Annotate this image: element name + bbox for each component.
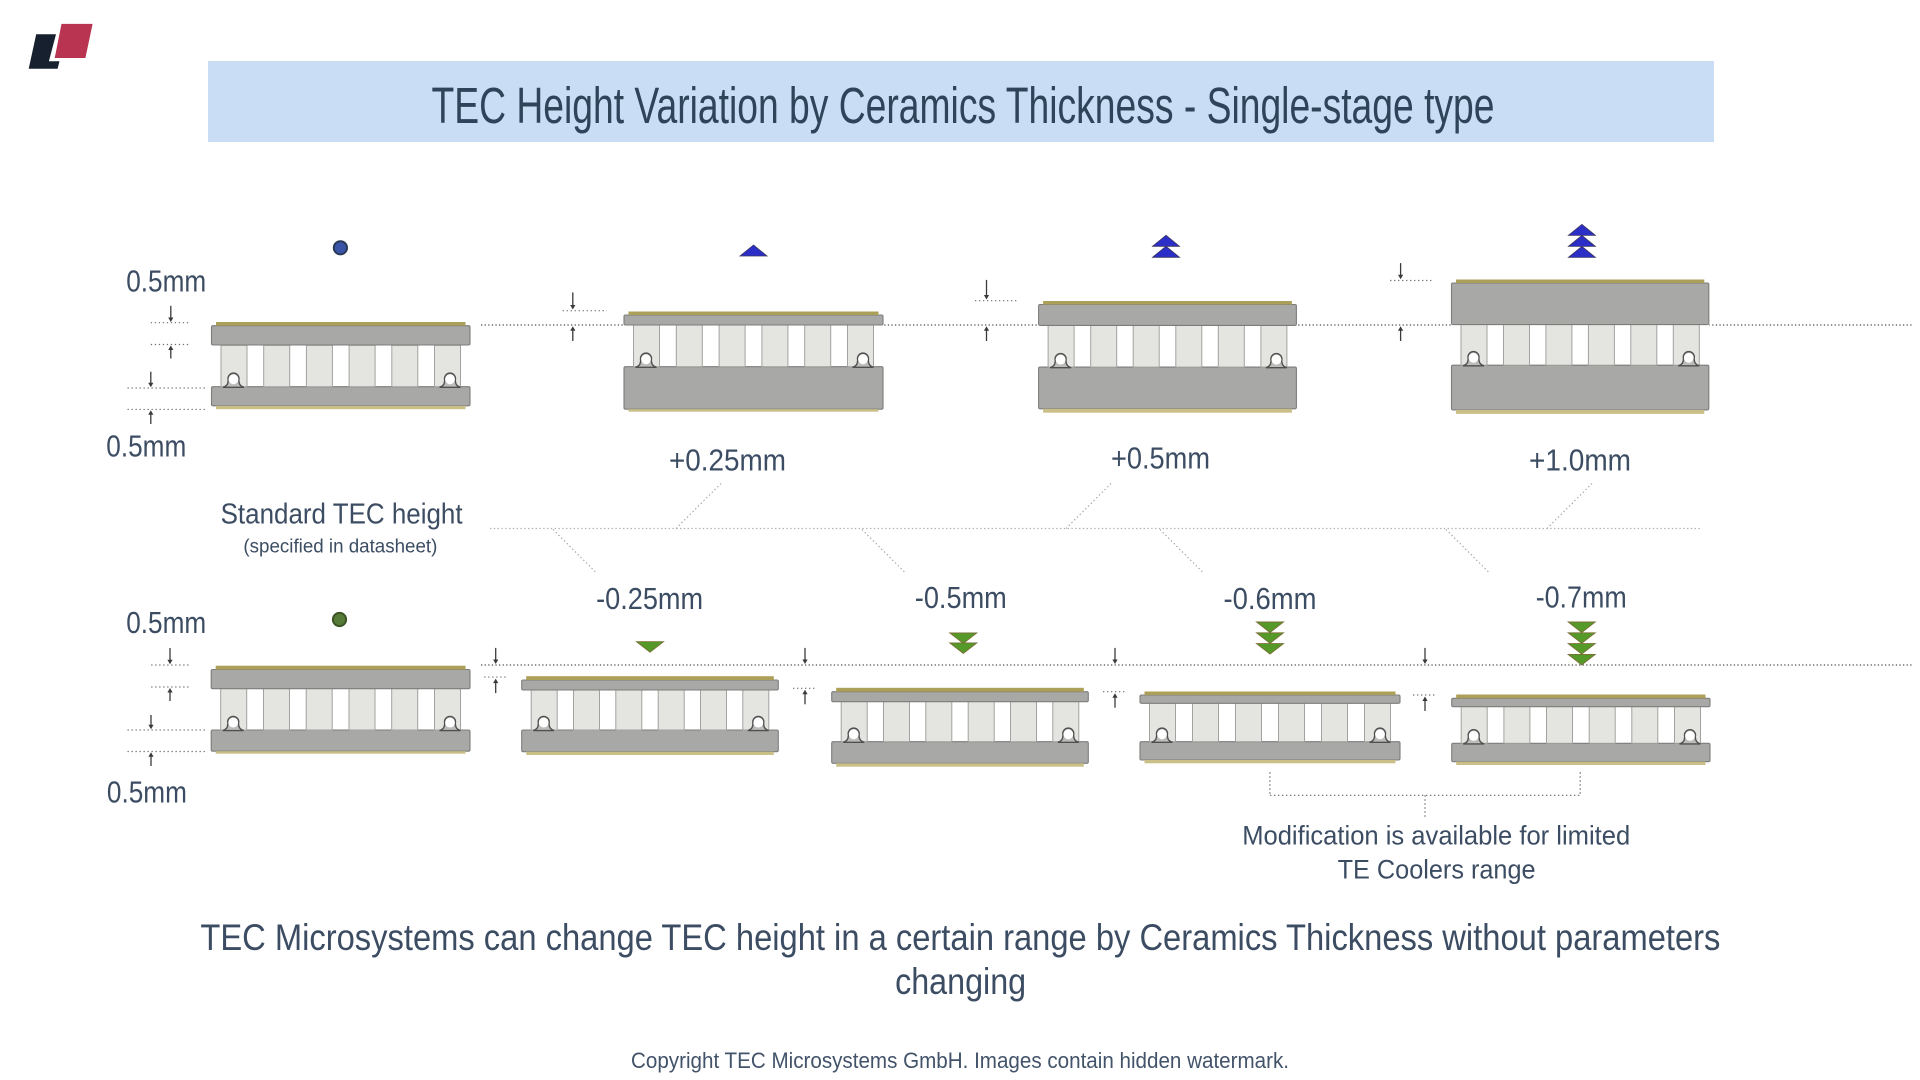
- svg-text:TE Coolers range: TE Coolers range: [1338, 855, 1536, 885]
- svg-text:Standard TEC height: Standard TEC height: [221, 499, 463, 531]
- svg-text:+0.25mm: +0.25mm: [669, 444, 786, 478]
- svg-text:changing: changing: [895, 960, 1026, 1002]
- svg-text:Modification is available for: Modification is available for limited: [1242, 821, 1630, 851]
- svg-text:TEC Height Variation by Cerami: TEC Height Variation by Ceramics Thickne…: [432, 77, 1495, 134]
- svg-text:-0.25mm: -0.25mm: [596, 582, 703, 616]
- svg-text:0.5mm: 0.5mm: [126, 605, 206, 640]
- svg-text:-0.6mm: -0.6mm: [1224, 582, 1317, 616]
- svg-text:+1.0mm: +1.0mm: [1529, 444, 1631, 478]
- svg-text:TEC Microsystems can change TE: TEC Microsystems can change TEC height i…: [200, 916, 1720, 958]
- svg-text:(specified in datasheet): (specified in datasheet): [243, 537, 437, 558]
- svg-text:Copyright TEC Microsystems Gmb: Copyright TEC Microsystems GmbH. Images …: [631, 1048, 1289, 1073]
- svg-text:0.5mm: 0.5mm: [106, 429, 186, 464]
- svg-text:-0.5mm: -0.5mm: [915, 581, 1007, 615]
- svg-text:0.5mm: 0.5mm: [107, 775, 187, 810]
- svg-text:+0.5mm: +0.5mm: [1111, 442, 1210, 476]
- svg-text:0.5mm: 0.5mm: [126, 264, 206, 299]
- svg-text:-0.7mm: -0.7mm: [1536, 581, 1627, 615]
